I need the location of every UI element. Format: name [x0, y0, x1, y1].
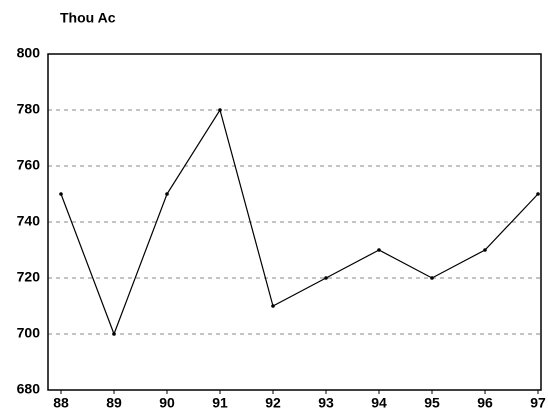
data-point	[59, 192, 63, 196]
data-line	[60, 108, 539, 336]
plot-frame	[47, 53, 542, 391]
data-point	[218, 108, 222, 112]
x-tick-label: 88	[53, 395, 69, 411]
data-point	[112, 332, 116, 336]
x-tick-label: 96	[477, 395, 493, 411]
y-tick-label: 800	[17, 45, 41, 61]
data-point	[483, 248, 487, 252]
y-tick-label: 740	[17, 213, 41, 229]
x-tick-label: 90	[159, 395, 175, 411]
y-axis-title: Thou Ac	[60, 10, 116, 26]
data-point	[430, 276, 434, 280]
x-tick-label: 93	[318, 395, 334, 411]
y-tick-label: 780	[17, 101, 41, 117]
data-point	[165, 192, 169, 196]
y-tick-label: 700	[17, 325, 41, 341]
y-tick-label: 760	[17, 157, 41, 173]
x-tick-label: 94	[371, 395, 387, 411]
x-tick-label: 89	[106, 395, 122, 411]
data-point	[271, 304, 275, 308]
data-point	[377, 248, 381, 252]
x-tick-label: 92	[265, 395, 281, 411]
y-tick-label: 680	[17, 381, 41, 397]
x-tick-label: 95	[424, 395, 440, 411]
x-tick-label: 97	[530, 395, 546, 411]
data-point	[324, 276, 328, 280]
y-tick-label: 720	[17, 269, 41, 285]
data-point	[536, 192, 540, 196]
x-tick-label: 91	[212, 395, 228, 411]
